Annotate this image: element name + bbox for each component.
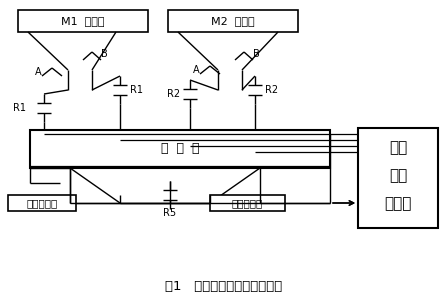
Bar (18, 10, 148, 32)
Text: 控制器: 控制器 (384, 196, 412, 211)
Text: 称重传感器: 称重传感器 (26, 198, 58, 208)
Text: 图1   配料称量系统结构原理图: 图1 配料称量系统结构原理图 (165, 280, 283, 292)
Text: R2: R2 (265, 85, 278, 95)
Text: B: B (253, 49, 259, 59)
Bar (168, 10, 298, 32)
Text: A: A (34, 67, 41, 77)
Text: R5: R5 (164, 208, 177, 218)
Text: M1  储料箱: M1 储料箱 (61, 16, 105, 26)
Text: A: A (193, 65, 199, 75)
Text: R1: R1 (13, 103, 26, 113)
Bar (8, 195, 76, 211)
Bar (358, 128, 438, 228)
Bar (210, 195, 285, 211)
Text: 称重传感器: 称重传感器 (232, 198, 263, 208)
Bar (30, 130, 330, 168)
Text: 配料: 配料 (389, 169, 407, 184)
Text: M2  储料箱: M2 储料箱 (211, 16, 255, 26)
Text: B: B (101, 49, 108, 59)
Text: R2: R2 (167, 89, 180, 99)
Text: 电子: 电子 (389, 140, 407, 155)
Text: R1: R1 (130, 85, 143, 95)
Text: 称  量  箱: 称 量 箱 (161, 142, 199, 155)
